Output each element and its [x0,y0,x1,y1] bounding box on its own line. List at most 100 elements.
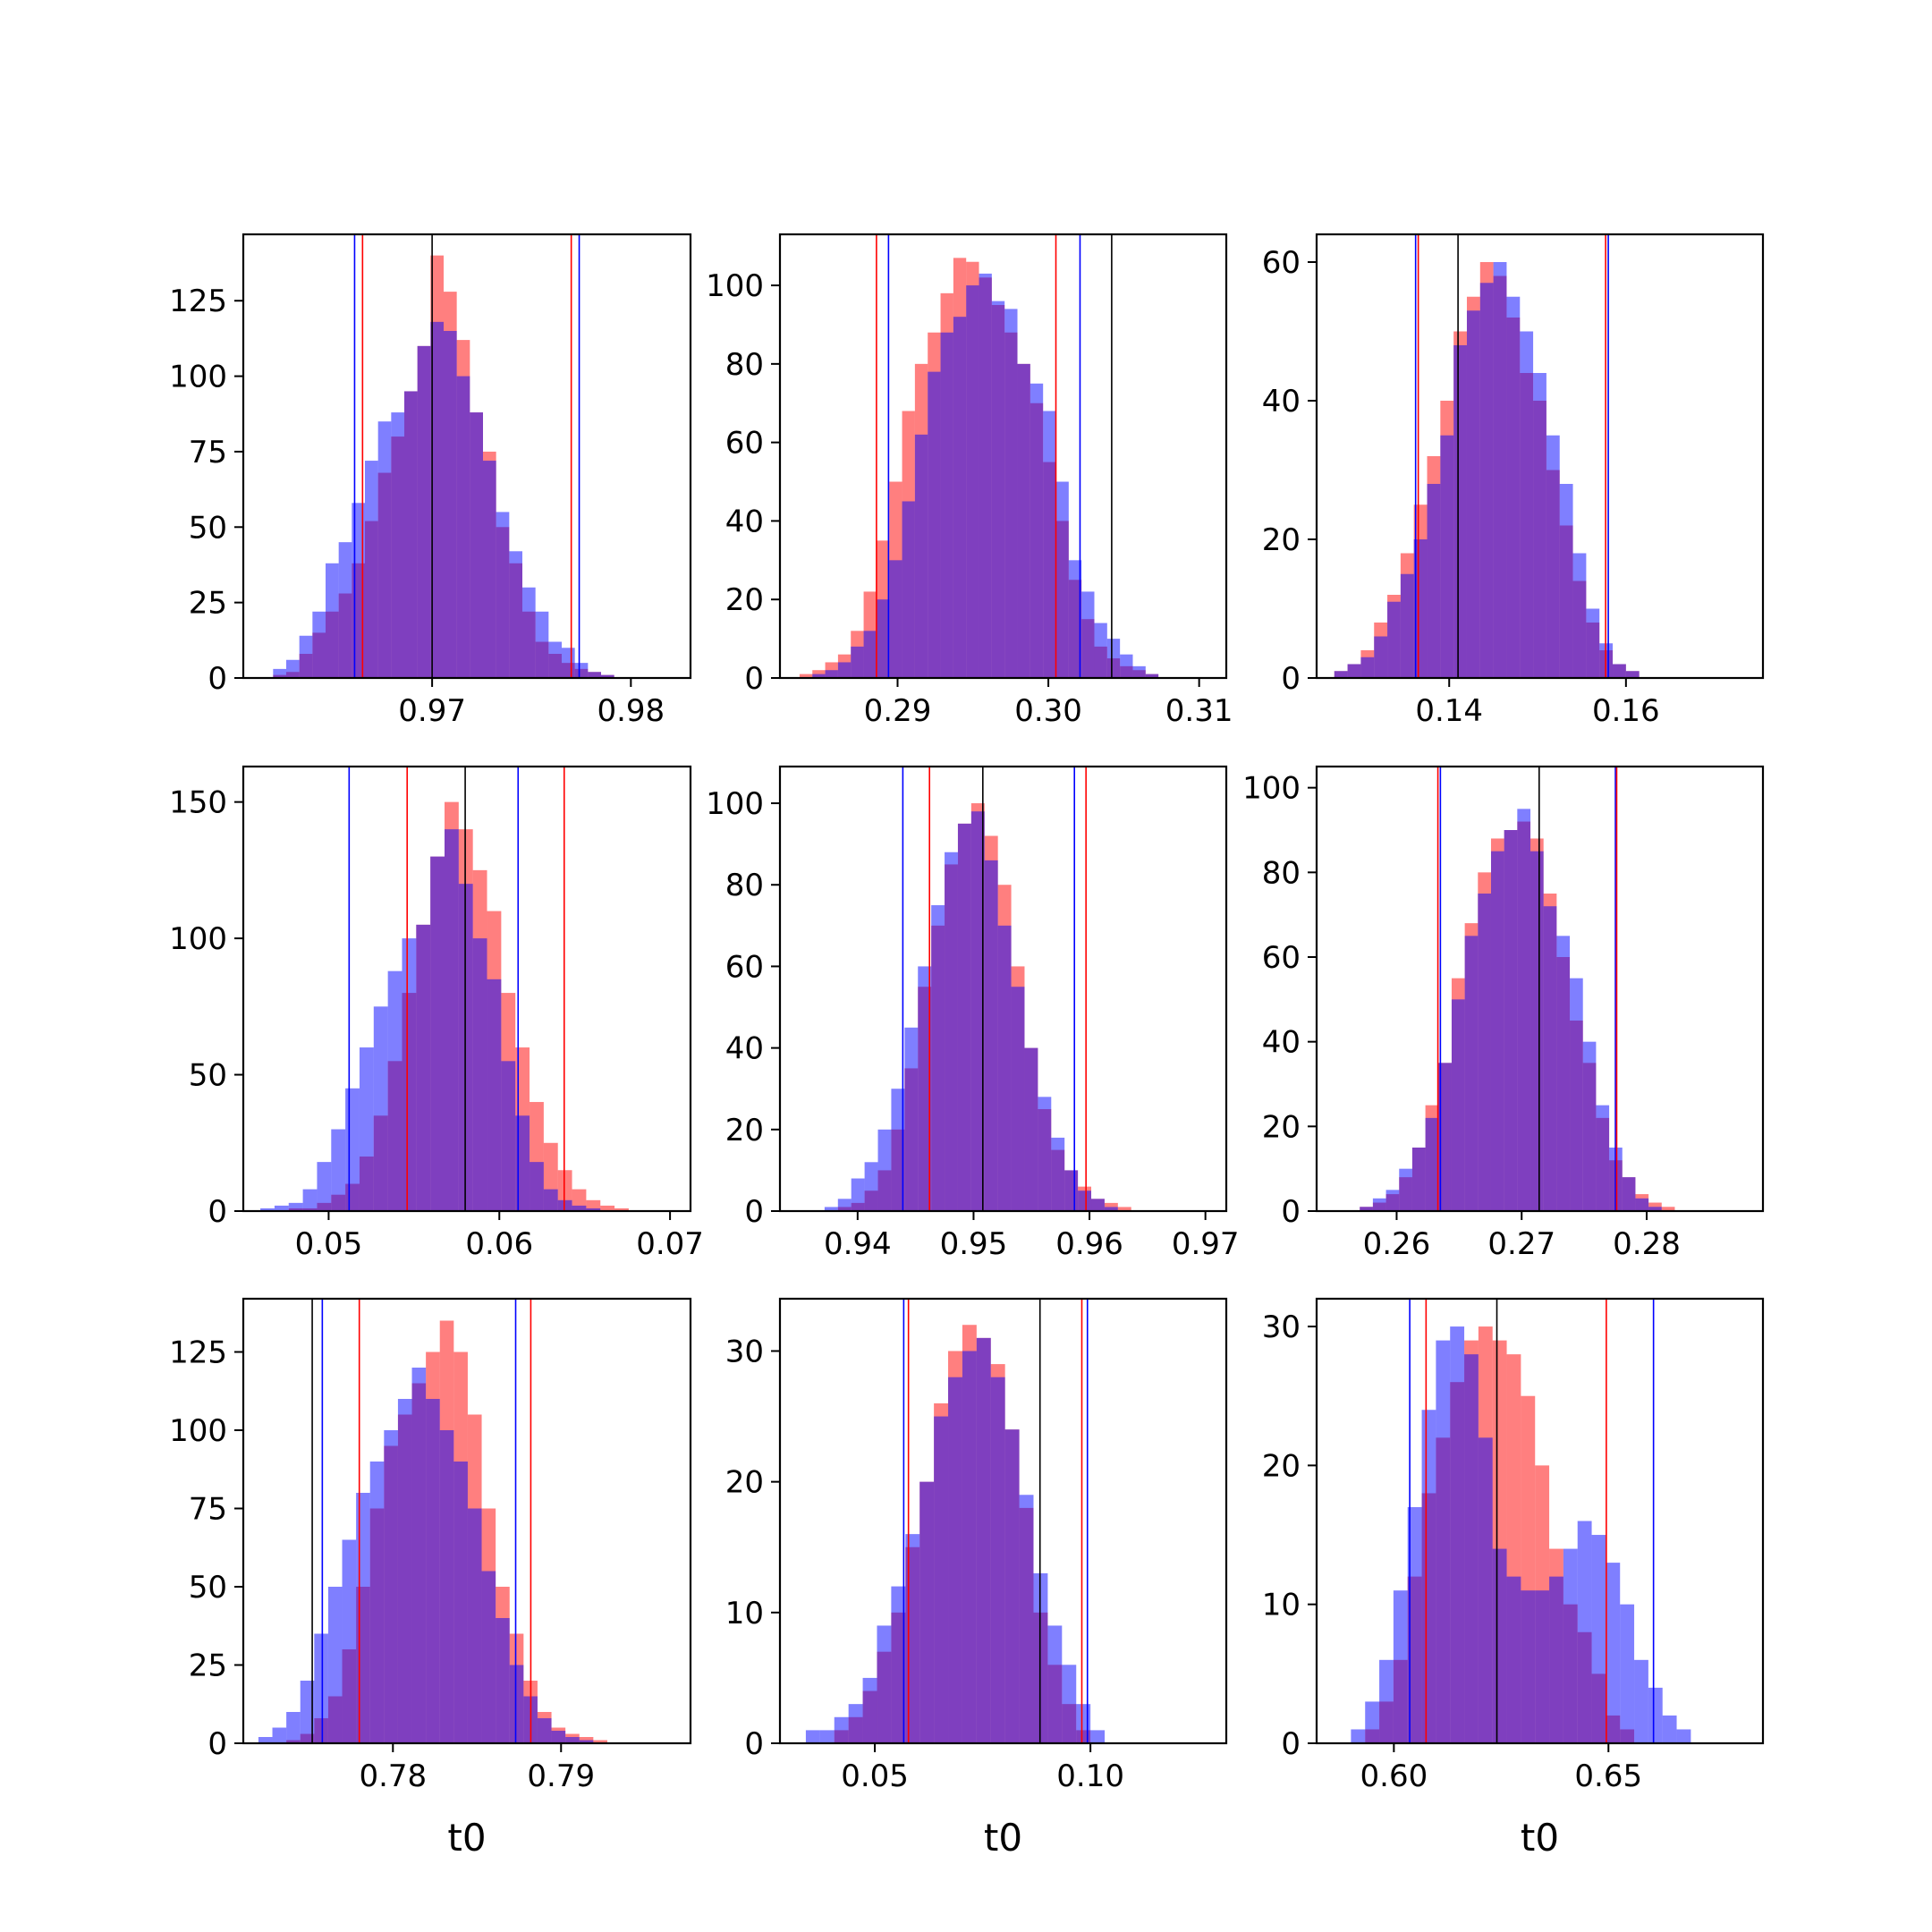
histogram-bar [557,1199,572,1211]
histogram-bar [1064,1170,1079,1211]
histogram-bar [377,421,392,678]
histogram-bar [1559,484,1573,678]
histogram-bar [1011,987,1025,1211]
histogram-bar [1635,1198,1649,1211]
histogram-bar [572,1205,587,1211]
histogram-bar [551,1731,566,1743]
y-tick-label: 40 [1262,384,1301,419]
histogram-bar [1586,608,1600,678]
histogram-bar [1360,1207,1373,1211]
histogram-bar [1453,345,1467,678]
y-tick-label: 100 [169,921,227,957]
histogram-bar [1145,674,1159,678]
histogram-bar [588,672,601,678]
histogram-bar [286,659,300,678]
histogram-panel-2: 0.29 0.30 0.31 0 20 40 60 80 100 [706,233,1233,729]
histogram-bar [837,662,852,678]
histogram-bar [1068,560,1082,678]
y-tick-label: 20 [725,582,764,618]
histogram-bar [593,1740,607,1743]
histogram-bar [411,1368,427,1743]
histogram-bar [483,461,496,678]
histogram-bar [387,970,402,1211]
axes-frame [242,1297,692,1745]
histogram-bar [1440,435,1454,678]
y-tick-label: 50 [189,1058,227,1094]
histogram-bar [416,924,431,1211]
histogram-bar [342,1539,357,1743]
histogram-bar [1556,936,1571,1211]
histogram-series-blue [273,321,614,678]
histogram-bar [1451,999,1465,1211]
histogram-bar [439,1430,454,1743]
x-tick-label: 0.07 [636,1226,704,1262]
histogram-bar [1662,1715,1677,1743]
histogram-bar [445,829,459,1211]
histogram-bar [496,512,510,678]
histogram-bar [1517,809,1531,1211]
histogram-bar [1094,623,1107,678]
histogram-series-blue [812,273,1159,678]
histogram-bar [1399,1168,1412,1211]
histogram-panel-3: 0.14 0.16 0 20 40 60 [1262,233,1765,729]
y-tick-label: 0 [1281,661,1301,697]
histogram-bar [834,1716,849,1743]
plot-area [260,767,629,1211]
y-tick-label: 20 [1262,522,1301,558]
y-tick-label: 80 [725,347,764,383]
y-tick-label: 50 [189,1570,227,1606]
histogram-bar [902,501,915,678]
histogram-bar [288,1202,303,1211]
histogram-bar [1055,481,1069,678]
histogram-bar [953,317,967,678]
y-tick-label: 100 [706,268,764,304]
histogram-bar [945,852,958,1211]
histogram-panel-8: 0.05 0.10 0 10 20 30 t0 [725,1297,1228,1860]
histogram-bar [565,1737,580,1743]
histogram-bar [914,434,928,678]
histogram-bar [300,1681,315,1743]
histogram-bar [976,1337,991,1743]
histogram-panel-5: 0.94 0.95 0.96 0.97 0 20 40 60 80 100 [706,765,1240,1262]
histogram-bar [1572,553,1587,678]
histogram-bar [1393,1590,1408,1743]
y-tick-label: 40 [725,504,764,539]
x-tick-label: 0.28 [1613,1226,1681,1262]
histogram-bar [991,301,1005,678]
histogram-bar [1374,636,1388,678]
histogram-bar [1421,1410,1436,1743]
histogram-bar [481,1571,496,1743]
histogram-bar [274,1205,289,1211]
histogram-bar [1591,1535,1606,1743]
x-tick-label: 0.97 [1172,1226,1240,1262]
histogram-bar [1490,851,1504,1211]
plot-area [1351,1299,1691,1743]
y-tick-label: 60 [1262,245,1301,281]
histogram-bar [1634,1659,1648,1743]
plot-area [805,1299,1106,1743]
histogram-bar [1535,1590,1550,1743]
histogram-bar [990,1377,1005,1743]
histogram-bar [1351,1729,1366,1743]
histogram-bar [1106,639,1121,678]
histogram-bar [966,285,979,678]
x-tick-label: 0.31 [1165,693,1233,729]
histogram-bar [562,648,575,678]
histogram-bar [397,1399,412,1743]
histogram-bar [1506,1576,1521,1743]
histogram-bar [444,330,457,678]
histogram-bar [1030,383,1044,678]
histogram-bar [1365,1701,1380,1743]
histogram-bar [614,1208,629,1211]
histogram-bar [904,1027,919,1211]
histogram-bar [496,1618,510,1743]
histogram-bar [1504,830,1518,1211]
histogram-series-blue [824,811,1118,1211]
y-tick-label: 25 [189,586,227,622]
histogram-bar [1436,1340,1451,1743]
histogram-bar [825,670,838,678]
histogram-bar [487,979,502,1211]
histogram-bar [1047,1625,1063,1743]
y-tick-label: 100 [169,360,227,395]
histogram-bar [369,1462,385,1743]
